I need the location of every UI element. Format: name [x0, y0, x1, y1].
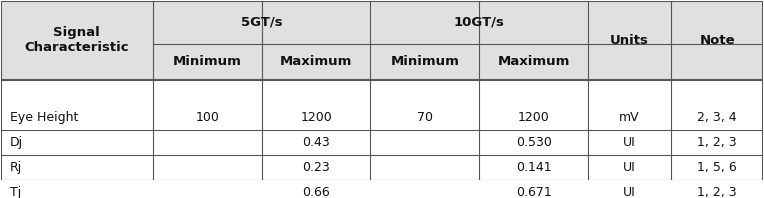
Bar [371, 180, 479, 198]
Bar [1, 130, 153, 155]
Bar [371, 130, 479, 155]
Bar [153, 180, 261, 198]
Text: Maximum: Maximum [497, 55, 570, 68]
Bar [479, 130, 588, 155]
Text: Rj: Rj [10, 161, 22, 174]
Text: 100: 100 [196, 111, 219, 124]
Bar [261, 1, 371, 80]
Text: Tj: Tj [10, 186, 21, 198]
Bar [671, 155, 763, 180]
Bar [153, 105, 261, 130]
Bar [479, 180, 588, 198]
Bar [588, 130, 671, 155]
Text: 1, 5, 6: 1, 5, 6 [698, 161, 737, 174]
Text: UI: UI [623, 136, 636, 149]
Text: 2, 3, 4: 2, 3, 4 [698, 111, 737, 124]
Text: UI: UI [623, 186, 636, 198]
Bar [588, 105, 671, 130]
Text: 0.66: 0.66 [303, 186, 330, 198]
Bar [371, 105, 479, 130]
Bar [261, 130, 371, 155]
Bar [261, 155, 371, 180]
Text: Minimum: Minimum [390, 55, 459, 68]
Bar [479, 105, 588, 130]
Text: 0.530: 0.530 [516, 136, 552, 149]
Text: Units: Units [610, 34, 649, 47]
Text: Eye Height: Eye Height [10, 111, 78, 124]
Bar [671, 130, 763, 155]
Bar [371, 1, 479, 80]
Bar [671, 1, 763, 80]
Text: mV: mV [620, 111, 640, 124]
Bar [153, 130, 261, 155]
Text: 1, 2, 3: 1, 2, 3 [698, 136, 737, 149]
Bar [479, 1, 588, 80]
Bar [671, 180, 763, 198]
Text: 1200: 1200 [300, 111, 332, 124]
Text: Maximum: Maximum [280, 55, 352, 68]
Bar [1, 180, 153, 198]
Text: 10GT/s: 10GT/s [454, 16, 505, 29]
Bar [153, 1, 261, 80]
Bar [261, 180, 371, 198]
Bar [261, 105, 371, 130]
Text: Note: Note [699, 34, 735, 47]
Text: 70: 70 [417, 111, 433, 124]
Bar [588, 1, 671, 80]
Text: Minimum: Minimum [173, 55, 241, 68]
Bar [588, 180, 671, 198]
Text: 0.671: 0.671 [516, 186, 552, 198]
Text: 1200: 1200 [518, 111, 549, 124]
Text: 5GT/s: 5GT/s [241, 16, 283, 29]
Text: UI: UI [623, 161, 636, 174]
Text: Signal
Characteristic: Signal Characteristic [24, 26, 129, 54]
Bar [1, 155, 153, 180]
Bar [671, 105, 763, 130]
Text: 0.141: 0.141 [516, 161, 552, 174]
Bar [153, 155, 261, 180]
Bar [1, 1, 153, 80]
Bar [371, 155, 479, 180]
Bar [1, 105, 153, 130]
Text: 0.43: 0.43 [303, 136, 330, 149]
Text: Dj: Dj [10, 136, 23, 149]
Text: 1, 2, 3: 1, 2, 3 [698, 186, 737, 198]
Text: 0.23: 0.23 [303, 161, 330, 174]
Bar [588, 155, 671, 180]
Bar [479, 155, 588, 180]
